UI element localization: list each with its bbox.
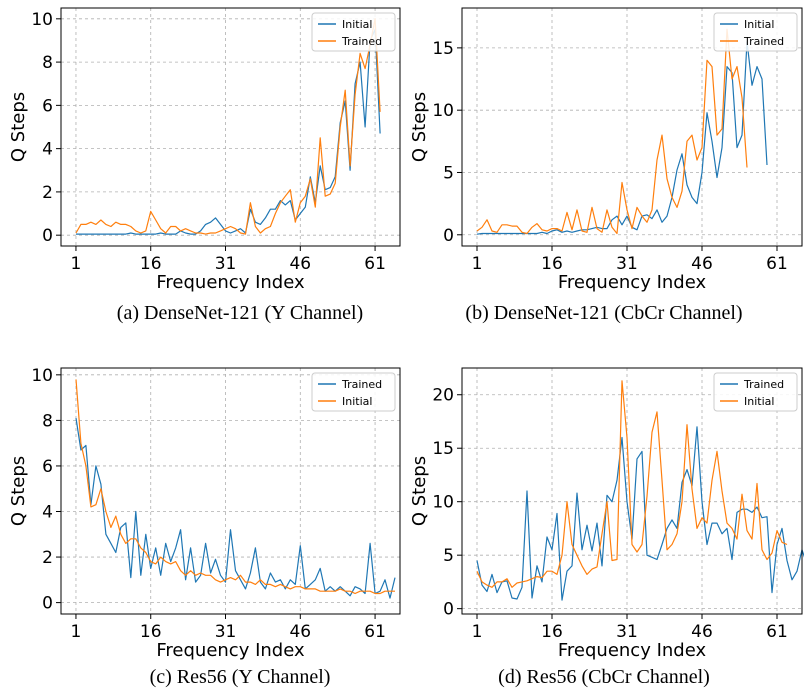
series-line — [75, 379, 395, 595]
series-line — [75, 418, 396, 599]
x-tick-label: 16 — [140, 254, 162, 274]
y-tick-label: 8 — [42, 411, 53, 431]
caption-a: (a) DenseNet-121 (Y Channel) — [116, 302, 364, 324]
series-line — [476, 380, 788, 588]
y-tick-label: 15 — [432, 39, 454, 59]
x-tick-label: 16 — [140, 622, 162, 642]
legend-label: Initial — [744, 18, 774, 31]
caption-d: (d) Res56 (CbCr Channel) — [498, 666, 710, 688]
x-tick-label: 1 — [71, 254, 82, 274]
y-tick-label: 5 — [443, 163, 454, 183]
x-tick-label: 61 — [766, 254, 788, 274]
x-tick-label: 16 — [541, 254, 563, 274]
legend-label: Trained — [743, 35, 784, 48]
x-tick-label: 61 — [364, 254, 386, 274]
x-axis-label: Frequency Index — [156, 272, 305, 293]
series-line — [75, 18, 381, 235]
x-tick-label: 46 — [289, 254, 311, 274]
y-tick-label: 0 — [443, 226, 454, 246]
x-tick-label: 46 — [691, 254, 713, 274]
legend-label: Trained — [341, 35, 382, 48]
caption-b: (b) DenseNet-121 (CbCr Channel) — [465, 302, 743, 324]
series-line — [476, 426, 804, 601]
x-tick-label: 46 — [289, 622, 311, 642]
plot-frame — [60, 7, 401, 247]
y-tick-label: 6 — [42, 457, 53, 477]
x-tick-label: 1 — [472, 254, 483, 274]
x-tick-label: 61 — [364, 622, 386, 642]
y-tick-label: 0 — [443, 600, 454, 620]
caption-c: (c) Res56 (Y Channel) — [149, 666, 331, 688]
legend-label: Initial — [342, 395, 372, 408]
legend-label: Trained — [743, 378, 784, 391]
y-tick-label: 2 — [42, 183, 53, 203]
x-tick-label: 46 — [691, 622, 713, 642]
series-line — [76, 29, 381, 235]
plot-frame — [461, 7, 803, 247]
y-tick-label: 0 — [42, 226, 53, 246]
y-tick-label: 10 — [31, 10, 53, 30]
x-axis-label: Frequency Index — [156, 640, 305, 661]
x-tick-label: 31 — [215, 254, 237, 274]
y-tick-label: 4 — [42, 503, 53, 523]
y-axis-label: Q Steps — [409, 456, 430, 526]
legend-label: Initial — [342, 18, 372, 31]
plot-frame — [60, 367, 401, 615]
y-tick-label: 2 — [42, 548, 53, 568]
x-tick-label: 31 — [215, 622, 237, 642]
x-tick-label: 1 — [472, 622, 483, 642]
y-axis-label: Q Steps — [409, 92, 430, 162]
y-tick-label: 0 — [42, 594, 53, 614]
y-axis-label: Q Steps — [8, 456, 29, 526]
legend-label: Initial — [744, 395, 774, 408]
y-tick-label: 5 — [443, 546, 454, 566]
x-axis-label: Frequency Index — [558, 272, 707, 293]
series-line — [476, 28, 748, 235]
y-tick-label: 20 — [432, 386, 454, 406]
y-tick-label: 10 — [31, 366, 53, 386]
x-tick-label: 16 — [541, 622, 563, 642]
y-tick-label: 8 — [42, 53, 53, 73]
chart-panel: 1 16 31 46 61 0 5 10 15 Frequency Index Q Steps Ini… — [409, 7, 803, 293]
x-tick-label: 31 — [616, 622, 638, 642]
y-tick-label: 6 — [42, 96, 53, 116]
x-axis-label: Frequency Index — [558, 640, 707, 661]
plot-frame — [461, 367, 803, 615]
y-tick-label: 4 — [42, 140, 53, 160]
x-tick-label: 61 — [766, 622, 788, 642]
series-line — [476, 40, 768, 235]
y-tick-label: 15 — [432, 439, 454, 459]
x-tick-label: 31 — [616, 254, 638, 274]
chart-panel: 1 16 31 46 61 0 5 10 15 20 Frequency Index Q Steps T… — [409, 367, 804, 661]
y-axis-label: Q Steps — [8, 92, 29, 162]
y-tick-label: 10 — [432, 101, 454, 121]
legend-label: Trained — [341, 378, 382, 391]
y-tick-label: 10 — [432, 493, 454, 513]
x-tick-label: 1 — [71, 622, 82, 642]
